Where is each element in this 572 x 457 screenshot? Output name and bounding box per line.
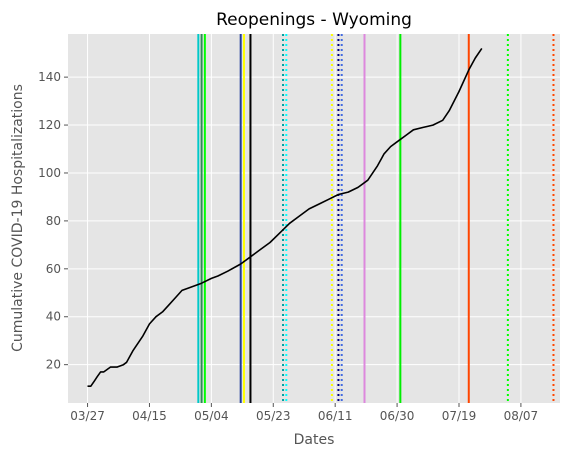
x-tick-label: 08/07 bbox=[504, 409, 539, 423]
plot-area bbox=[68, 34, 560, 403]
y-tick-label: 60 bbox=[46, 262, 61, 276]
x-tick-label: 07/19 bbox=[442, 409, 477, 423]
x-tick-label: 05/04 bbox=[194, 409, 229, 423]
y-tick-label: 140 bbox=[38, 70, 61, 84]
y-tick-label: 100 bbox=[38, 166, 61, 180]
y-tick-label: 40 bbox=[46, 310, 61, 324]
y-axis-label: Cumulative COVID-19 Hospitalizations bbox=[10, 84, 26, 352]
x-ticks: 03/27 04/15 05/04 05/23 06/11 06/30 07/19 08/07 bbox=[70, 403, 538, 423]
x-tick-label: 04/15 bbox=[132, 409, 167, 423]
grid bbox=[68, 34, 560, 403]
x-tick-label: 05/23 bbox=[256, 409, 291, 423]
x-axis-label: Dates bbox=[294, 432, 335, 448]
hospitalizations-line bbox=[87, 47, 483, 388]
x-tick-label: 06/11 bbox=[318, 409, 353, 423]
reopening-lines bbox=[197, 34, 555, 403]
x-tick-label: 03/27 bbox=[70, 409, 105, 423]
y-ticks: 20 40 60 80 100 120 140 bbox=[38, 70, 68, 372]
series-layer bbox=[87, 47, 483, 388]
x-tick-label: 06/30 bbox=[380, 409, 415, 423]
y-tick-label: 120 bbox=[38, 118, 61, 132]
y-tick-label: 80 bbox=[46, 214, 61, 228]
chart-title: Reopenings - Wyoming bbox=[216, 10, 412, 30]
y-tick-label: 20 bbox=[46, 358, 61, 372]
